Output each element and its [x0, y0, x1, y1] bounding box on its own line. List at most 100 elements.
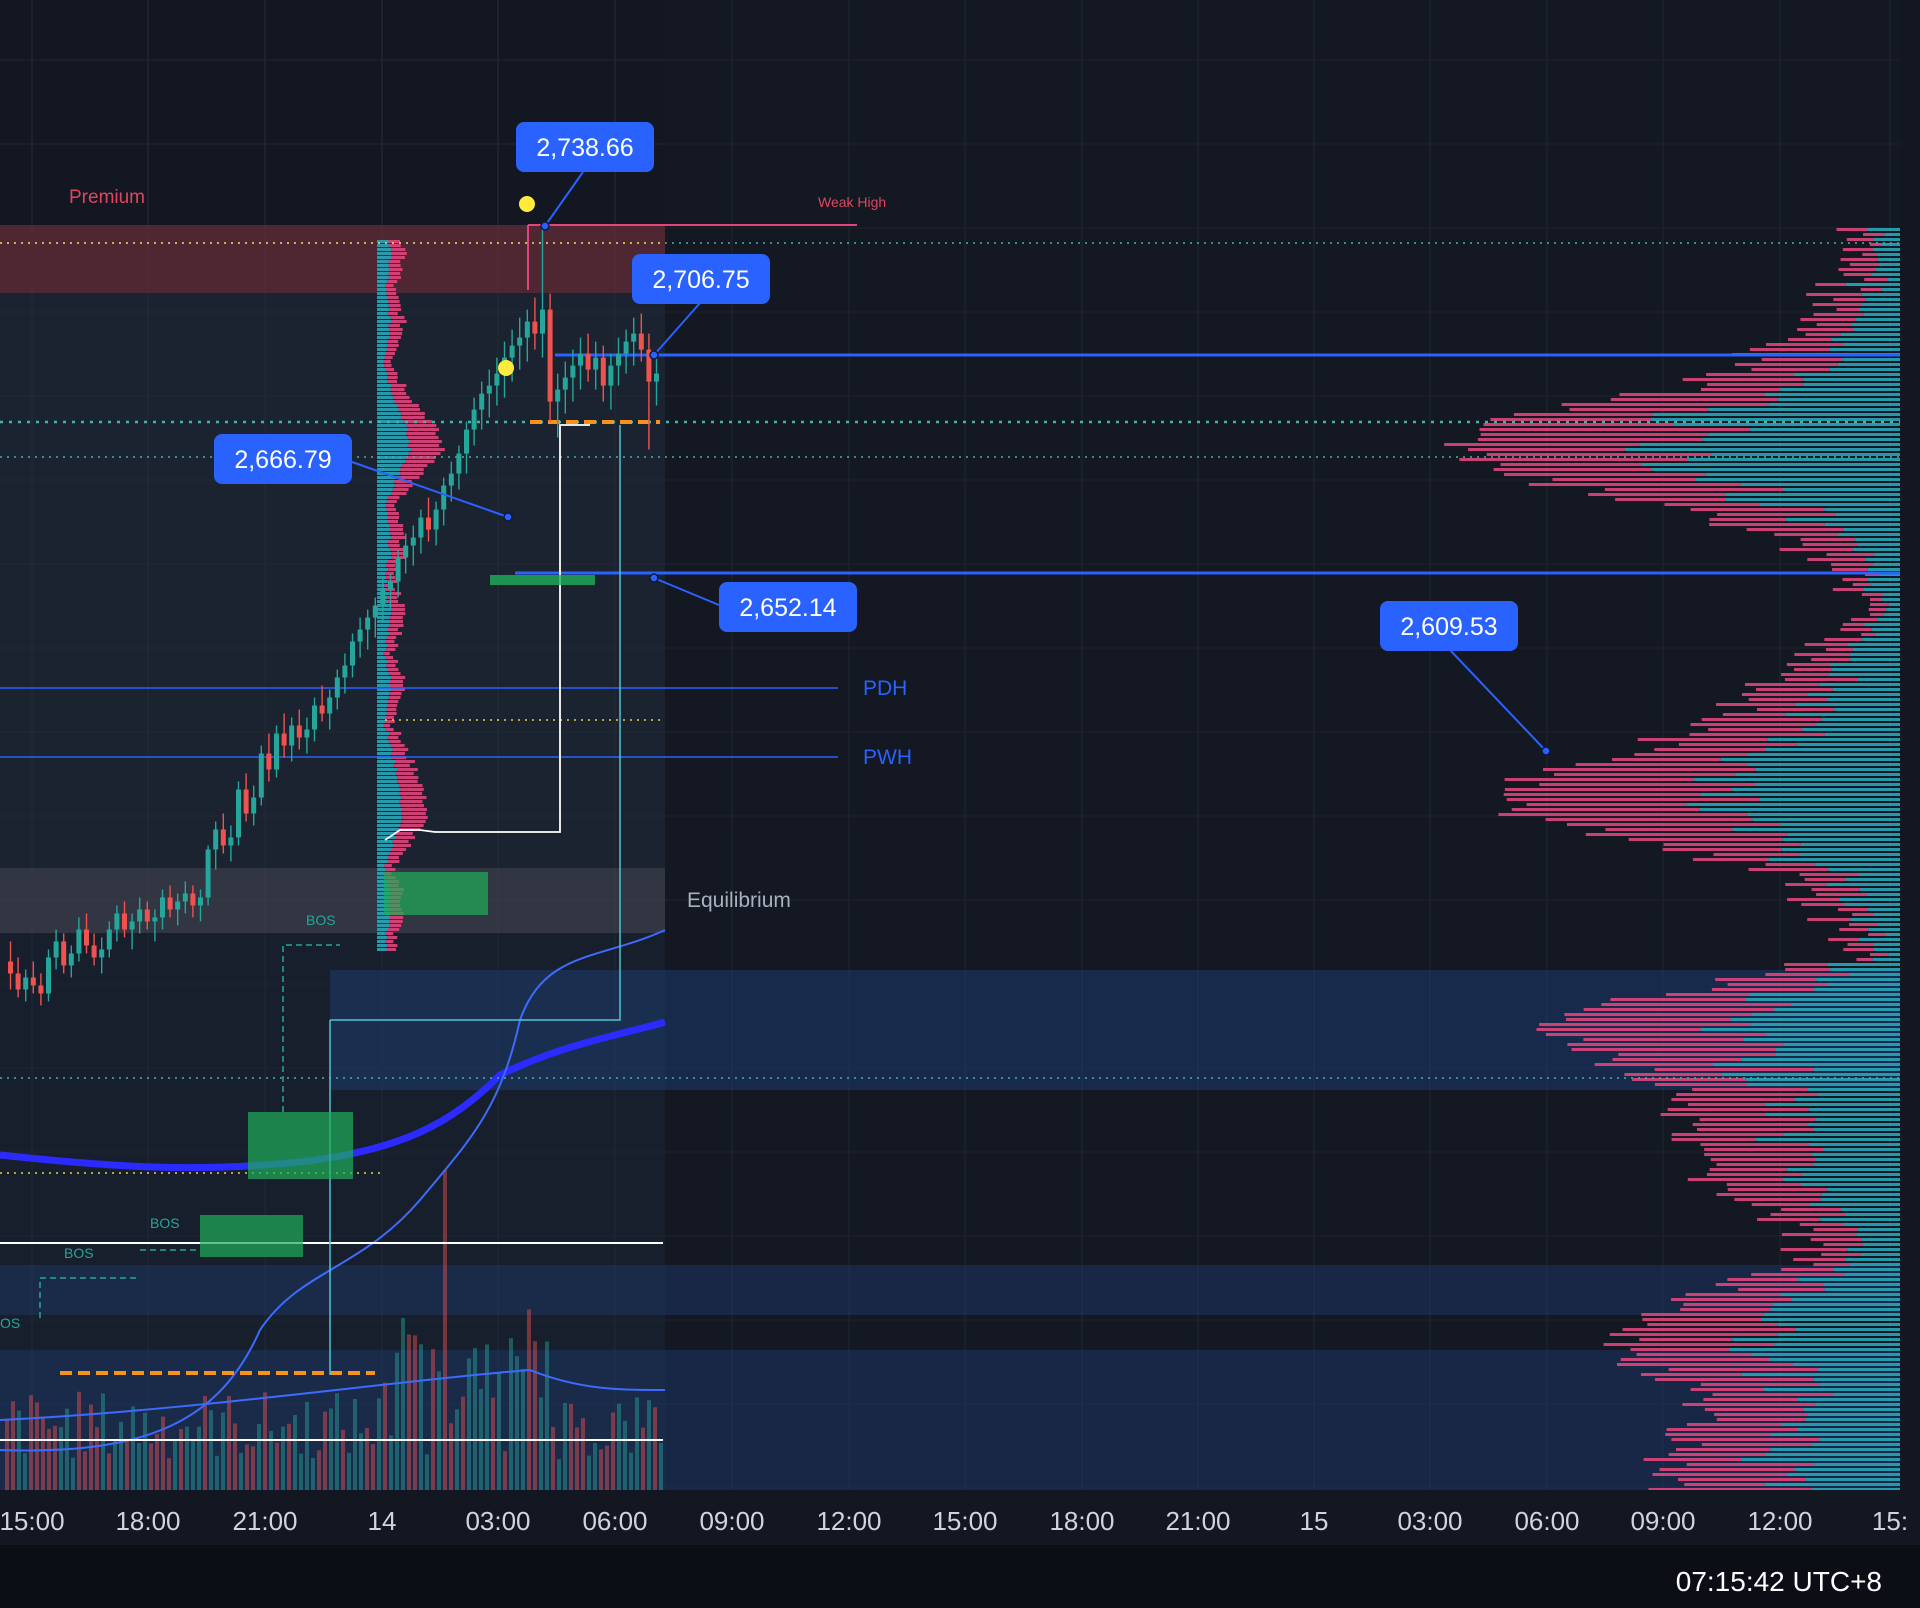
profile-row-buy — [1803, 1408, 1900, 1411]
profile-row-buy — [1833, 1393, 1900, 1396]
session-profile-sell — [385, 284, 394, 287]
session-profile-sell — [397, 404, 419, 407]
candle-body — [608, 365, 614, 386]
session-profile-sell — [388, 276, 401, 279]
profile-row-buy — [1814, 863, 1900, 866]
profile-row-buy — [1650, 418, 1900, 421]
price-chart[interactable]: Premium Equilibrium Weak High PDH PWH BOS BOS B… — [0, 0, 1920, 1545]
profile-row-buy — [1767, 738, 1900, 741]
volume-bar — [653, 1407, 657, 1490]
profile-row-buy — [1730, 1018, 1900, 1021]
profile-row-buy — [1809, 1203, 1900, 1206]
session-profile-buy — [377, 660, 388, 663]
profile-row-sell — [1503, 473, 1706, 476]
volume-bar — [545, 1341, 549, 1490]
candle-body — [540, 309, 545, 334]
session-profile-sell — [389, 920, 403, 923]
volume-bar — [215, 1455, 219, 1490]
order-block-3 — [200, 1215, 303, 1257]
volume-bar — [191, 1440, 195, 1490]
session-profile-buy — [377, 828, 399, 831]
profile-row-buy — [1843, 1223, 1900, 1226]
session-profile-sell — [390, 684, 404, 687]
session-profile-buy — [377, 624, 391, 627]
candles-layer[interactable] — [8, 196, 659, 1006]
session-profile-sell — [395, 760, 415, 763]
session-profile-sell — [389, 692, 402, 695]
profile-row-buy — [1813, 1128, 1900, 1131]
profile-row-sell — [1634, 753, 1749, 756]
volume-bar — [647, 1400, 651, 1490]
profile-row-buy — [1824, 733, 1900, 736]
volume-bar — [281, 1426, 285, 1490]
profile-row-sell — [1868, 933, 1886, 936]
candle-body — [555, 389, 561, 402]
callout-leader — [544, 171, 584, 227]
candle-body — [114, 913, 120, 930]
session-profile-sell — [387, 512, 399, 515]
callout-box — [632, 254, 770, 304]
session-profile-sell — [383, 652, 390, 655]
profile-row-buy — [1795, 1328, 1900, 1331]
profile-row-sell — [1716, 1418, 1805, 1421]
volume-bar — [629, 1452, 633, 1490]
profile-row-sell — [1807, 918, 1851, 921]
profile-row-buy — [1710, 453, 1900, 456]
session-profile-buy — [377, 728, 386, 731]
profile-row-buy — [1886, 278, 1900, 281]
session-profile-sell — [387, 580, 398, 583]
session-profile-buy — [377, 836, 397, 839]
price-callouts[interactable]: 2,738.66 2,706.75 2,666.79 2,652.14 2,609.53 — [214, 122, 1551, 756]
profile-row-buy — [1750, 1023, 1900, 1026]
profile-row-sell — [1585, 833, 1788, 836]
profile-row-sell — [1539, 783, 1757, 786]
session-profile-sell — [388, 496, 400, 499]
profile-row-sell — [1676, 1093, 1818, 1096]
profile-row-buy — [1700, 1028, 1900, 1031]
profile-row-buy — [1826, 883, 1900, 886]
volume-bar — [443, 1170, 447, 1490]
profile-row-sell — [1662, 848, 1782, 851]
profile-row-buy — [1708, 408, 1900, 411]
candle-body — [46, 957, 51, 994]
profile-row-buy — [1732, 1338, 1900, 1341]
session-profile-sell — [390, 388, 405, 391]
profile-row-sell — [1701, 718, 1822, 721]
order-block-1 — [384, 872, 488, 915]
candle-body — [456, 453, 462, 474]
profile-row-buy — [1860, 1253, 1900, 1256]
profile-row-buy — [1819, 683, 1900, 686]
session-profile-buy — [377, 308, 390, 311]
profile-row-buy — [1818, 1438, 1900, 1441]
session-profile-sell — [396, 836, 416, 839]
session-profile-sell — [409, 440, 442, 443]
profile-row-sell — [1503, 793, 1701, 796]
session-profile-sell — [399, 800, 423, 803]
profile-row-buy — [1840, 333, 1900, 336]
profile-row-sell — [1552, 478, 1696, 481]
candle-body — [509, 345, 515, 358]
session-profile-buy — [377, 412, 401, 415]
profile-row-sell — [1654, 748, 1766, 751]
profile-row-buy — [1777, 1323, 1900, 1326]
candle-body — [350, 641, 355, 666]
profile-row-buy — [1759, 798, 1900, 801]
premium-label: Premium — [69, 187, 145, 208]
callout-leader — [653, 302, 701, 356]
session-profile-sell — [385, 716, 394, 719]
profile-row-sell — [1828, 938, 1859, 941]
profile-row-buy — [1777, 1333, 1900, 1336]
profile-row-buy — [1799, 853, 1900, 856]
profile-row-buy — [1783, 1133, 1900, 1136]
profile-row-buy — [1815, 1158, 1900, 1161]
session-profile-sell — [389, 620, 403, 623]
profile-row-buy — [1878, 253, 1900, 256]
profile-row-sell — [1852, 583, 1871, 586]
session-profile-buy — [377, 808, 402, 811]
volume-bar — [23, 1453, 27, 1490]
equilibrium-zone — [0, 868, 665, 933]
session-profile-buy — [377, 584, 385, 587]
session-profile-buy — [377, 684, 391, 687]
profile-row-sell — [1765, 973, 1850, 976]
profile-row-buy — [1813, 1068, 1900, 1071]
